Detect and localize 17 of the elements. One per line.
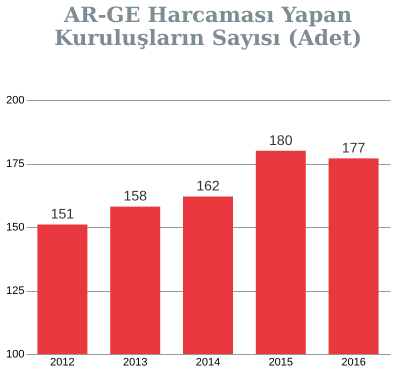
x-tick-label: 2016 xyxy=(341,356,366,368)
y-tick-label: 100 xyxy=(6,348,24,360)
data-label: 151 xyxy=(50,205,74,222)
x-tick-label: 2014 xyxy=(196,356,220,368)
x-tick-label: 2012 xyxy=(50,356,75,368)
text: AR-GE Harcaması Yapan xyxy=(64,2,352,27)
data-label: 158 xyxy=(124,188,148,204)
data-label: 177 xyxy=(342,139,366,156)
x-tick-label: 2013 xyxy=(122,356,148,368)
text: Kuruluşların Sayısı (Adet) xyxy=(54,25,362,50)
y-tick-label: 125 xyxy=(6,285,24,297)
data-label: 180 xyxy=(269,132,293,148)
x-tick-label: 2015 xyxy=(268,356,294,368)
y-tick-label: 175 xyxy=(6,158,24,170)
y-tick-label: 200 xyxy=(6,94,24,106)
data-label: 162 xyxy=(196,178,220,194)
y-tick-label: 150 xyxy=(6,222,24,234)
